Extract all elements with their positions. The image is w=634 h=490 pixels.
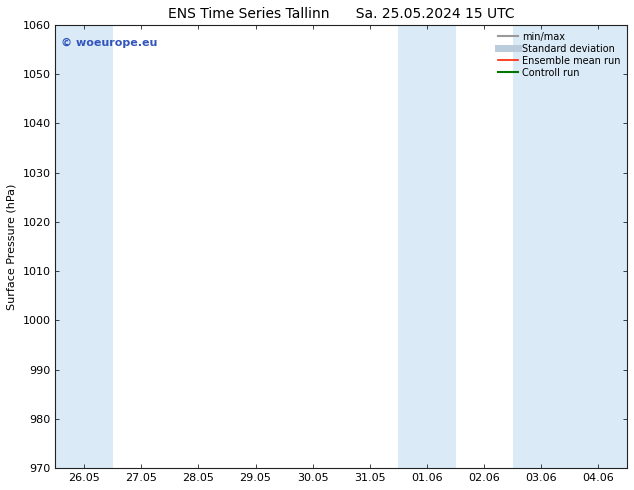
Bar (513, 25, 627, 468)
Bar (56, 25, 113, 468)
Y-axis label: Surface Pressure (hPa): Surface Pressure (hPa) (7, 183, 17, 310)
Legend: min/max, Standard deviation, Ensemble mean run, Controll run: min/max, Standard deviation, Ensemble me… (496, 30, 622, 79)
Title: ENS Time Series Tallinn      Sa. 25.05.2024 15 UTC: ENS Time Series Tallinn Sa. 25.05.2024 1… (168, 7, 515, 21)
Bar (398, 25, 456, 468)
Text: © woeurope.eu: © woeurope.eu (61, 38, 158, 49)
